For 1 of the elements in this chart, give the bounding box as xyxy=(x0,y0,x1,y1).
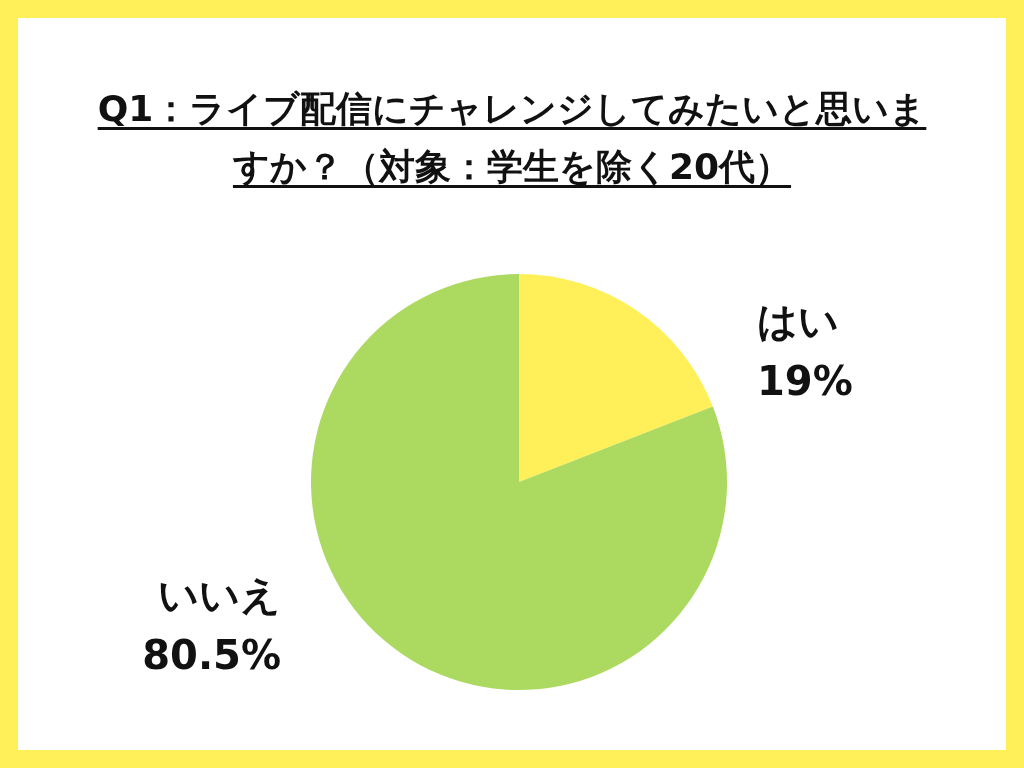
chart-title: Q1：ライブ配信にチャレンジしてみたいと思いますか？（対象：学生を除く20代） xyxy=(96,87,928,189)
